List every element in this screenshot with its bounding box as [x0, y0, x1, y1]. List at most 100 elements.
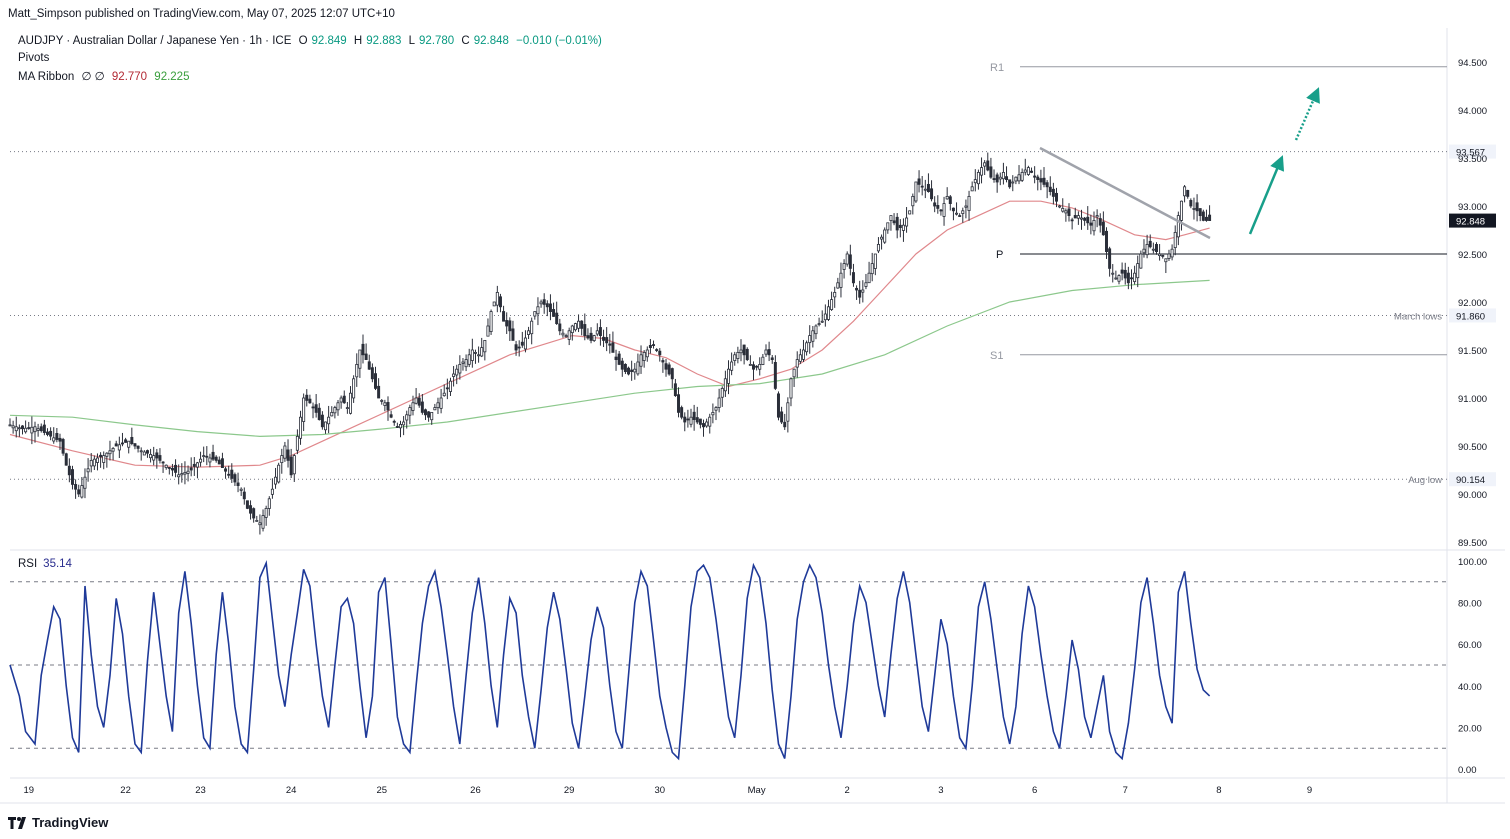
low-label: L: [408, 35, 416, 47]
candle-down: [1204, 216, 1208, 221]
candle-down: [545, 303, 549, 308]
candle-up: [83, 476, 87, 489]
candle-down: [1051, 188, 1055, 197]
candle-down: [55, 433, 59, 440]
candle-down: [673, 383, 677, 397]
price-tick-label: 89.500: [1458, 538, 1487, 549]
candle-up: [823, 313, 827, 321]
candle-up: [839, 272, 843, 288]
candle-up: [349, 392, 352, 414]
candle-down: [74, 484, 78, 490]
candle-up: [495, 291, 499, 306]
candle-down: [623, 363, 627, 373]
candle-down: [1120, 269, 1124, 274]
candle-down: [233, 474, 237, 483]
candle-down: [848, 254, 852, 269]
candle-up: [570, 325, 574, 334]
candle-up: [398, 423, 402, 429]
candle-down: [167, 467, 171, 469]
candle-up: [1173, 231, 1177, 249]
bullish-arrow: [1248, 155, 1285, 235]
candle-down: [61, 439, 65, 454]
candle-up: [998, 176, 1002, 180]
symbol-title[interactable]: AUDJPY · Australian Dollar / Japanese Ye…: [18, 35, 292, 47]
candle-up: [430, 411, 434, 421]
candle-down: [236, 482, 240, 486]
candle-down: [1195, 202, 1199, 212]
close-label: C: [461, 35, 470, 47]
pivot-label-p: P: [996, 249, 1003, 261]
candle-up: [705, 421, 709, 427]
rsi-label: RSI: [18, 558, 38, 570]
candle-up: [595, 330, 599, 335]
candle-up: [536, 306, 540, 315]
candle-down: [614, 356, 618, 361]
candle-down: [252, 508, 256, 519]
tradingview-footer[interactable]: TradingView: [8, 815, 108, 830]
time-tick-label: 23: [195, 785, 206, 796]
level-price-text: 93.567: [1456, 148, 1485, 159]
candle-up: [111, 447, 115, 452]
candle-down: [417, 397, 421, 406]
candle-up: [411, 402, 415, 411]
candle-up: [442, 392, 446, 397]
candle-down: [745, 348, 749, 360]
candle-up: [889, 215, 893, 221]
candle-up: [36, 428, 40, 431]
candle-up: [1023, 169, 1027, 173]
candle-down: [517, 346, 521, 349]
change-value: −0.010 (−0.01%): [516, 35, 602, 47]
candle-down: [377, 385, 381, 399]
candle-down: [951, 207, 955, 212]
candle-down: [305, 394, 309, 401]
time-tick-label: 9: [1307, 785, 1312, 796]
level-price-tag: [1449, 308, 1496, 323]
candle-up: [573, 323, 577, 331]
candle-down: [917, 178, 921, 185]
candle-up: [864, 282, 868, 287]
candle-down: [192, 463, 196, 467]
candle-up: [748, 363, 752, 366]
candle-up: [861, 289, 865, 293]
pivot-label-r1: R1: [990, 62, 1004, 74]
candle-down: [1073, 215, 1077, 219]
time-tick-label: 2: [845, 785, 850, 796]
candle-down: [989, 166, 993, 178]
pivots-legend[interactable]: Pivots: [18, 52, 53, 64]
candle-up: [711, 411, 715, 416]
rsi-line: [9, 560, 1211, 761]
candle-up: [1058, 205, 1062, 208]
candle-up: [258, 522, 262, 526]
candle-down: [933, 202, 937, 207]
candle-up: [302, 397, 306, 422]
candle-down: [1033, 175, 1037, 178]
price-tick-label: 90.000: [1458, 490, 1487, 501]
candle-up: [527, 330, 531, 335]
candle-down: [698, 418, 702, 425]
candle-down: [1055, 192, 1059, 202]
candle-down: [602, 336, 606, 341]
candle-up: [152, 455, 156, 461]
candle-down: [995, 174, 999, 183]
candle-down: [926, 183, 930, 192]
candle-down: [627, 367, 631, 375]
candle-up: [283, 445, 287, 459]
candle-down: [392, 420, 396, 423]
candle-up: [255, 520, 259, 522]
candle-up: [1117, 275, 1121, 282]
candle-up: [117, 444, 121, 451]
candle-up: [8, 424, 12, 427]
rsi-legend[interactable]: RSI 35.14: [18, 558, 72, 570]
candle-down: [1030, 170, 1034, 173]
candle-down: [217, 459, 221, 465]
candle-up: [267, 498, 271, 509]
candle-down: [680, 407, 684, 418]
price-tick-label: 92.500: [1458, 250, 1487, 261]
candle-down: [598, 327, 602, 337]
candle-up: [567, 330, 571, 340]
candle-down: [220, 458, 224, 469]
ma-ribbon-legend[interactable]: MA Ribbon ∅ ∅ 92.770 92.225: [18, 69, 193, 83]
candle-up: [689, 416, 693, 425]
candle-down: [211, 451, 215, 460]
